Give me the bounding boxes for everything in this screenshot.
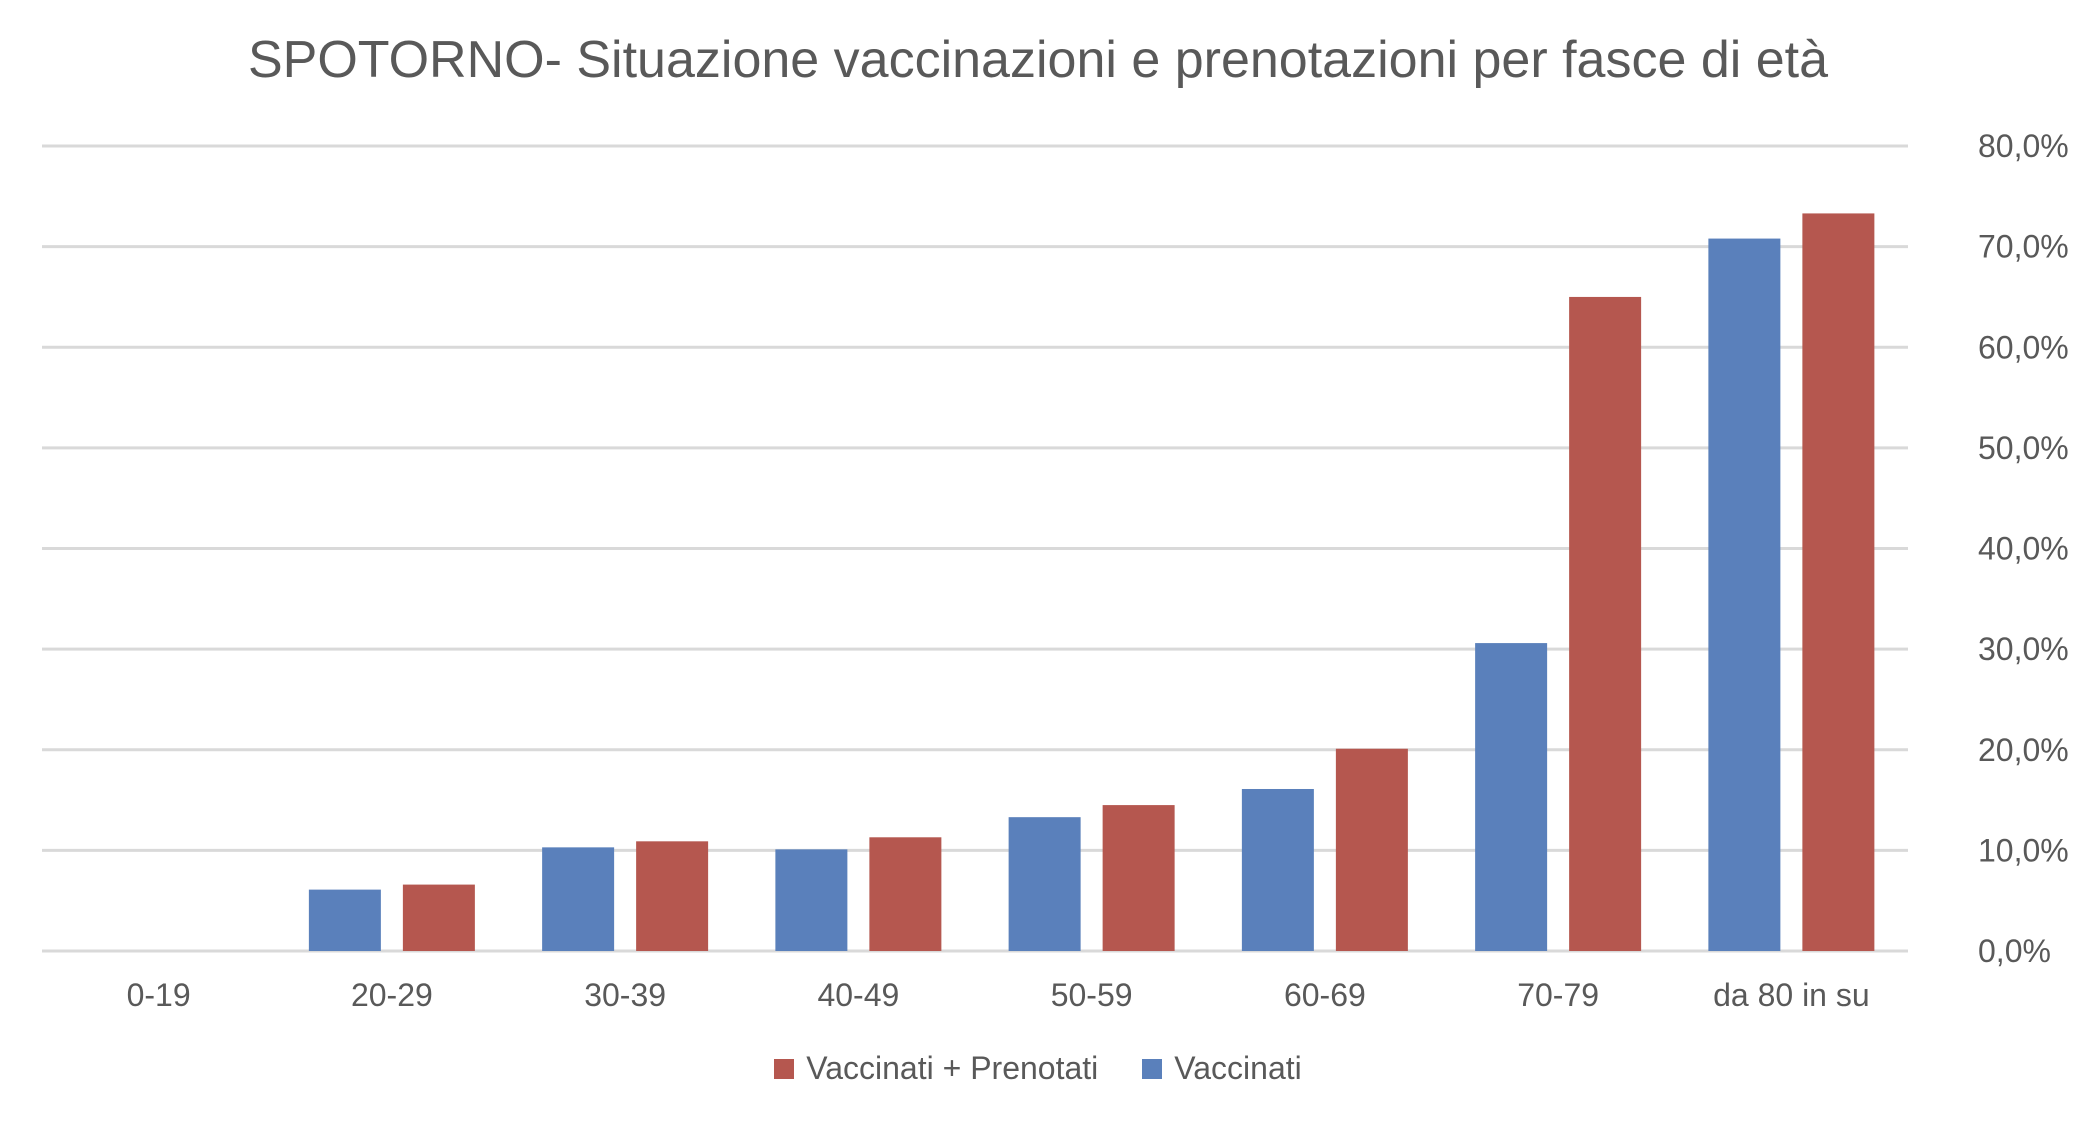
legend: Vaccinati + Prenotati Vaccinati	[0, 1050, 2076, 1087]
bar-vaccinati-70-79	[1475, 643, 1548, 951]
y-tick-label: 60,0%	[1978, 329, 2069, 365]
x-tick-label: 20-29	[351, 977, 433, 1013]
legend-item-vaccinati-prenotati: Vaccinati + Prenotati	[774, 1050, 1098, 1087]
x-tick-label: 70-79	[1517, 977, 1599, 1013]
bar-vaccinati-prenotati-40-49	[869, 837, 942, 951]
y-tick-label: 40,0%	[1978, 531, 2069, 567]
bar-vaccinati-prenotati-30-39	[636, 841, 709, 951]
bar-vaccinati-prenotati-70-79	[1569, 296, 1642, 951]
x-tick-label: 30-39	[584, 977, 666, 1013]
legend-swatch-vaccinati	[1142, 1058, 1163, 1079]
y-tick-label: 70,0%	[1978, 229, 2069, 265]
legend-swatch-vaccinati-prenotati	[774, 1058, 795, 1079]
x-tick-label: 50-59	[1051, 977, 1133, 1013]
x-tick-label: 40-49	[817, 977, 899, 1013]
y-tick-label: 10,0%	[1978, 832, 2069, 868]
y-tick-label: 20,0%	[1978, 732, 2069, 768]
y-tick-label: 30,0%	[1978, 631, 2069, 667]
y-tick-label: 80,0%	[1978, 128, 2069, 164]
x-tick-label: 0-19	[127, 977, 191, 1013]
legend-label-vaccinati-prenotati: Vaccinati + Prenotati	[806, 1050, 1099, 1086]
bar-vaccinati-prenotati-60-69	[1335, 748, 1408, 951]
x-tick-label: da 80 in su	[1713, 977, 1870, 1013]
bar-vaccinati-prenotati-da-80-in-su	[1802, 213, 1875, 951]
bar-vaccinati-prenotati-20-29	[402, 884, 475, 951]
x-tick-label: 60-69	[1284, 977, 1366, 1013]
chart-title: SPOTORNO- Situazione vaccinazioni e pren…	[247, 31, 1829, 89]
bar-vaccinati-50-59	[1008, 817, 1081, 951]
y-tick-label: 0,0%	[1978, 933, 2051, 969]
legend-item-vaccinati: Vaccinati	[1142, 1050, 1302, 1087]
legend-label-vaccinati: Vaccinati	[1174, 1050, 1302, 1086]
y-tick-label: 50,0%	[1978, 430, 2069, 466]
bar-vaccinati-20-29	[308, 889, 381, 951]
bar-vaccinati-60-69	[1241, 788, 1314, 951]
bar-vaccinati-prenotati-50-59	[1102, 805, 1175, 951]
bar-vaccinati-40-49	[775, 849, 848, 951]
bar-vaccinati-da-80-in-su	[1708, 238, 1781, 951]
bar-vaccinati-30-39	[542, 847, 615, 951]
